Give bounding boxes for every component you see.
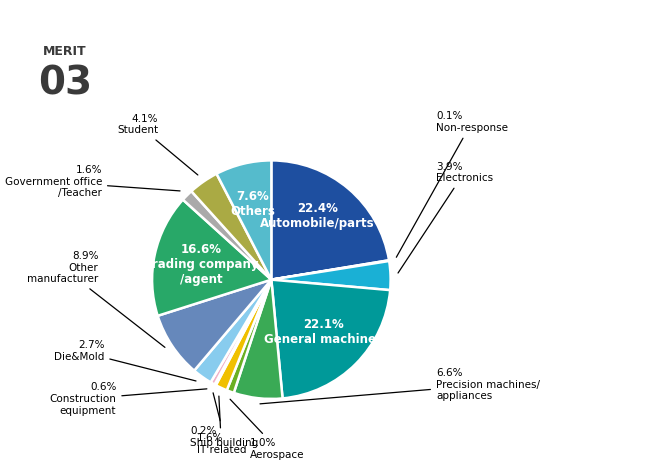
Wedge shape (216, 280, 271, 390)
Text: MECT2021 Category of industry: MECT2021 Category of industry (149, 57, 570, 81)
Text: 16.6%
Trading company
/agent: 16.6% Trading company /agent (145, 243, 258, 286)
Text: 4.1%
Student: 4.1% Student (117, 114, 198, 175)
Wedge shape (194, 280, 271, 383)
Wedge shape (234, 280, 283, 399)
Text: 1.0%
Aerospace: 1.0% Aerospace (230, 399, 305, 460)
Text: 0.2%
Ship building: 0.2% Ship building (190, 393, 259, 448)
Text: 1.6%
Government office
/Teacher: 1.6% Government office /Teacher (5, 165, 180, 199)
Text: 1.6%
IT related: 1.6% IT related (196, 396, 246, 455)
Wedge shape (271, 260, 389, 280)
Wedge shape (192, 174, 271, 280)
Text: 03: 03 (38, 65, 92, 103)
Wedge shape (226, 280, 271, 393)
Text: 22.4%
Automobile/parts: 22.4% Automobile/parts (261, 201, 375, 229)
Wedge shape (271, 280, 390, 398)
Text: 2.7%
Die&Mold: 2.7% Die&Mold (54, 340, 196, 381)
Text: 0.1%
Non-response: 0.1% Non-response (397, 111, 508, 257)
Wedge shape (210, 280, 271, 384)
Wedge shape (271, 261, 391, 290)
Text: 7.6%
Others: 7.6% Others (230, 191, 275, 219)
Text: 8.9%
Other
manufacturer: 8.9% Other manufacturer (27, 251, 165, 347)
Text: 6.6%
Precision machines/
appliances: 6.6% Precision machines/ appliances (260, 368, 540, 404)
Text: MERIT: MERIT (43, 45, 87, 58)
Wedge shape (157, 280, 271, 371)
Wedge shape (183, 191, 271, 280)
Wedge shape (216, 160, 271, 280)
Text: 22.1%
General machines: 22.1% General machines (264, 318, 383, 346)
Text: 3.9%
Electronics: 3.9% Electronics (398, 162, 493, 273)
Wedge shape (152, 200, 271, 316)
Wedge shape (271, 160, 389, 280)
Text: 0.6%
Construction
equipment: 0.6% Construction equipment (50, 383, 207, 416)
Wedge shape (214, 280, 271, 385)
